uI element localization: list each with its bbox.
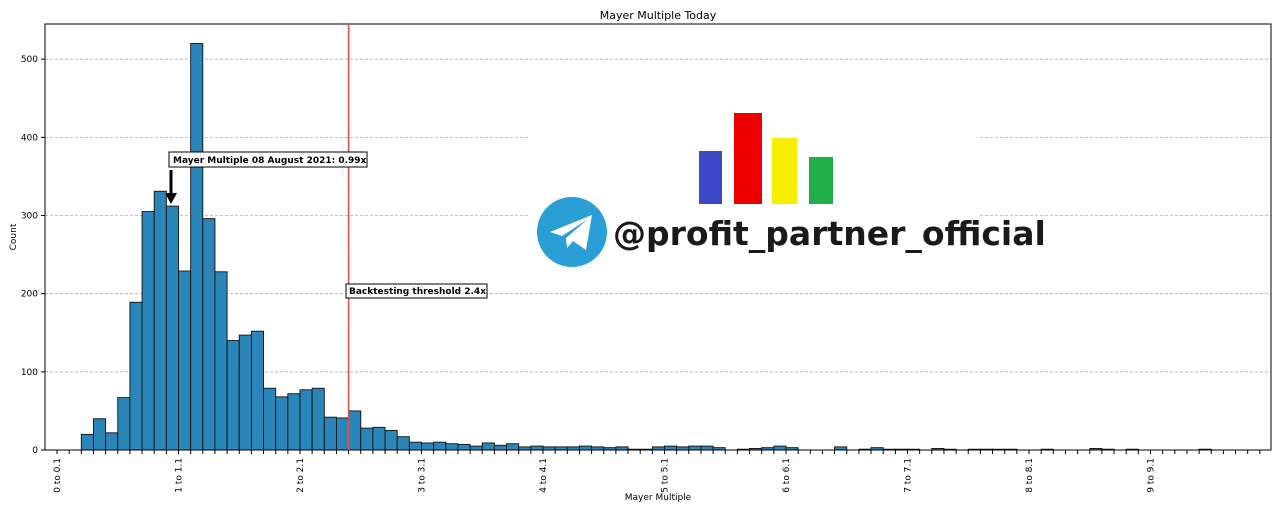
histogram-bar [214, 271, 228, 451]
histogram-bar [105, 432, 119, 451]
histogram-bar [202, 218, 216, 451]
annotation-threshold-box [345, 283, 488, 299]
x-tick-label: 1 to 1.1 [175, 458, 185, 493]
histogram-bar [287, 393, 301, 451]
logo-bar [734, 113, 762, 204]
telegram-icon [537, 197, 607, 267]
histogram-bar [773, 445, 787, 451]
histogram-bar [348, 410, 362, 451]
histogram-bar [493, 444, 507, 451]
histogram-bar [336, 417, 350, 451]
logo-bar [699, 151, 722, 204]
x-tick-label: 3 to 3.1 [418, 458, 428, 493]
x-tick-label: 8 to 8.1 [1025, 458, 1035, 493]
y-axis-label: Count [9, 223, 19, 250]
histogram-bar [178, 270, 192, 451]
logo-bar [809, 157, 833, 204]
histogram-bar [263, 387, 277, 451]
histogram-bar [700, 445, 714, 451]
histogram-bar [311, 387, 325, 451]
logo-bar [772, 138, 797, 204]
x-tick-label: 4 to 4.1 [539, 458, 549, 493]
histogram-bar [165, 205, 179, 451]
y-tick-label: 300 [21, 212, 38, 222]
histogram-bar [299, 389, 313, 451]
plot-frame [44, 23, 1272, 451]
histogram-bar [141, 211, 155, 451]
histogram-bar [579, 445, 593, 451]
x-axis-label: Mayer Multiple [625, 493, 692, 503]
y-tick-label: 200 [21, 290, 38, 300]
x-tick-label: 6 to 6.1 [782, 458, 792, 493]
histogram-bar [250, 330, 264, 451]
annotation-arrow-head [165, 193, 177, 204]
x-tick-label: 5 to 5.1 [661, 458, 671, 493]
histogram-bar [275, 396, 289, 451]
histogram-bar [396, 436, 410, 451]
histogram-bar [421, 442, 435, 451]
histogram-bar [372, 426, 386, 451]
histogram-bar [457, 444, 471, 451]
histogram-bar [190, 43, 204, 451]
histogram-bar [238, 334, 252, 451]
logo-bars [699, 113, 833, 204]
annotation-threshold: Backtesting threshold 2.4x [345, 283, 488, 299]
chart-title: Mayer Multiple Today [600, 9, 717, 22]
histogram-bar [360, 427, 374, 451]
watermark: @profit_partner_official [530, 108, 1046, 278]
annotation-current-box [168, 151, 368, 168]
y-axis: 0 100 200 300 400 500 [21, 55, 45, 456]
histogram-bar [688, 445, 702, 451]
x-tick-label: 9 to 9.1 [1147, 458, 1157, 493]
bars [80, 43, 1212, 451]
y-tick-label: 400 [21, 133, 38, 143]
annotation-threshold-label: Backtesting threshold 2.4x [349, 287, 486, 297]
histogram-bar [506, 443, 520, 451]
histogram-bar [153, 190, 167, 451]
annotation-current: Mayer Multiple 08 August 2021: 0.99x [165, 151, 368, 204]
histogram-bar [226, 340, 240, 451]
histogram-bar [80, 433, 94, 451]
histogram-bar [117, 397, 131, 451]
histogram-bar [445, 443, 459, 451]
x-tick-label: 7 to 7.1 [904, 458, 914, 493]
y-tick-label: 100 [21, 368, 38, 378]
histogram-bar [530, 445, 544, 451]
histogram-bar [129, 301, 143, 451]
x-tick-label: 0 to 0.1 [53, 458, 63, 493]
histogram-bar [433, 441, 447, 451]
histogram-bar [92, 418, 107, 451]
histogram-bar [384, 430, 398, 451]
y-tick-label: 0 [32, 446, 38, 456]
histogram-bar [481, 442, 495, 451]
histogram-bar [408, 441, 422, 451]
x-axis: 0 to 0.1 1 to 1.1 2 to 2.1 3 to 3.1 4 to 4.1… [53, 450, 1261, 493]
histogram-bar [469, 445, 483, 451]
histogram-bar [323, 416, 337, 451]
x-tick-label: 2 to 2.1 [296, 458, 306, 493]
annotation-current-label: Mayer Multiple 08 August 2021: 0.99x [173, 156, 367, 166]
y-tick-label: 500 [21, 55, 38, 65]
watermark-text: @profit_partner_official [613, 214, 1046, 253]
histogram-bar [664, 445, 678, 451]
